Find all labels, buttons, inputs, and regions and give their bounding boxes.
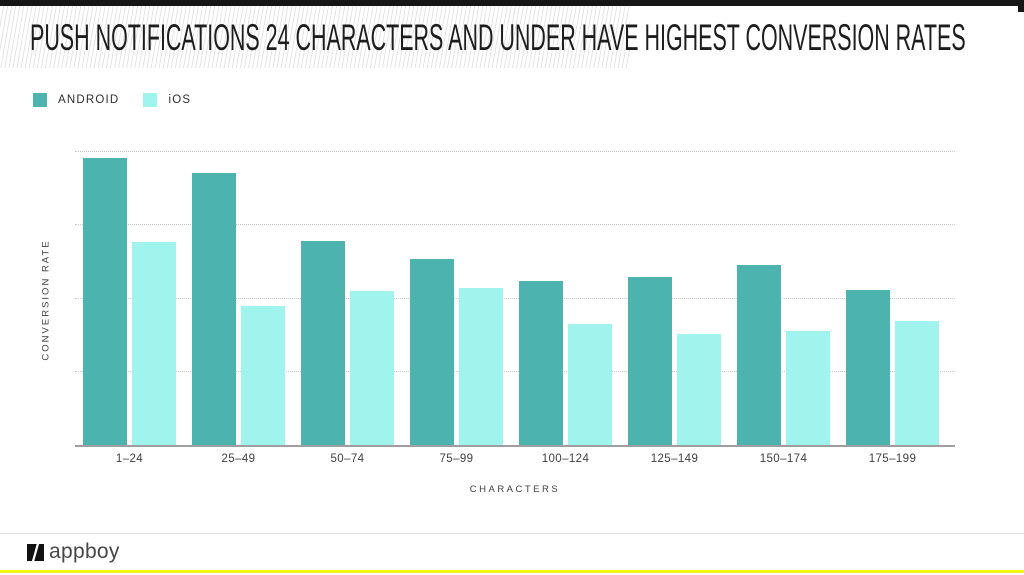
legend-item-ios: iOS	[143, 93, 191, 107]
gridline	[75, 150, 955, 152]
bar-chart	[75, 130, 955, 447]
chart-legend: ANDROID iOS	[33, 93, 191, 107]
gridline	[75, 370, 955, 372]
legend-item-android: ANDROID	[33, 93, 119, 107]
bar-group-150–174	[737, 130, 830, 445]
x-tick-label: 75–99	[439, 453, 474, 465]
x-tick-labels: 1–24 25–49 50–74 75–99 100–124 125–149 150–174…	[83, 453, 939, 465]
bar-android-150–174	[737, 264, 781, 445]
page-title: PUSH NOTIFICATIONS 24 CHARACTERS AND UND…	[30, 17, 966, 58]
title-hatch-decoration	[0, 6, 630, 68]
x-tick-label: 125–149	[650, 453, 699, 465]
brand-name: appboy	[49, 540, 120, 563]
bottom-yellow-strip	[0, 570, 1024, 573]
bar-group-125–149	[628, 130, 721, 445]
gridline	[75, 224, 955, 226]
top-black-bar	[0, 0, 1024, 6]
footer-divider	[0, 533, 1024, 534]
bar-android-25–49	[192, 172, 236, 445]
bar-group-1–24	[83, 130, 176, 445]
bar-group-75–99	[410, 130, 503, 445]
bar-android-50–74	[301, 241, 345, 445]
gridline	[75, 297, 955, 299]
top-right-corner-notch	[1018, 0, 1024, 12]
appboy-slash-logo-icon	[27, 543, 44, 561]
x-tick-label: 25–49	[221, 453, 256, 465]
legend-swatch-icon	[33, 93, 47, 107]
x-tick-label: 50–74	[330, 453, 365, 465]
x-axis-title: CHARACTERS	[469, 484, 561, 495]
bar-android-1–24	[83, 157, 127, 445]
x-tick-label: 175–199	[868, 453, 917, 465]
bar-ios-50–74	[350, 291, 394, 445]
bar-android-75–99	[410, 258, 454, 445]
bar-ios-25–49	[241, 305, 285, 445]
bar-group-25–49	[192, 130, 285, 445]
bars-container	[83, 130, 939, 445]
legend-swatch-icon	[143, 93, 158, 107]
y-axis-title: CONVERSION RATE	[40, 239, 52, 361]
x-tick-label: 1–24	[115, 453, 144, 465]
bar-android-175–199	[846, 290, 890, 445]
bar-ios-150–174	[786, 330, 830, 445]
bar-group-50–74	[301, 130, 394, 445]
x-axis-line	[75, 445, 955, 447]
bar-ios-125–149	[677, 334, 721, 445]
bar-ios-100–124	[568, 324, 612, 445]
brand-logo: appboy	[27, 540, 120, 564]
bar-group-100–124	[519, 130, 612, 445]
x-tick-label: 100–124	[541, 453, 590, 465]
x-tick-label: 150–174	[759, 453, 808, 465]
bar-group-175–199	[846, 130, 939, 445]
bar-ios-1–24	[132, 242, 176, 445]
bar-android-100–124	[519, 280, 563, 445]
bar-ios-175–199	[895, 321, 939, 445]
legend-label: iOS	[168, 94, 192, 106]
legend-label: ANDROID	[58, 94, 120, 106]
bar-android-125–149	[628, 276, 672, 445]
bar-ios-75–99	[459, 288, 503, 445]
